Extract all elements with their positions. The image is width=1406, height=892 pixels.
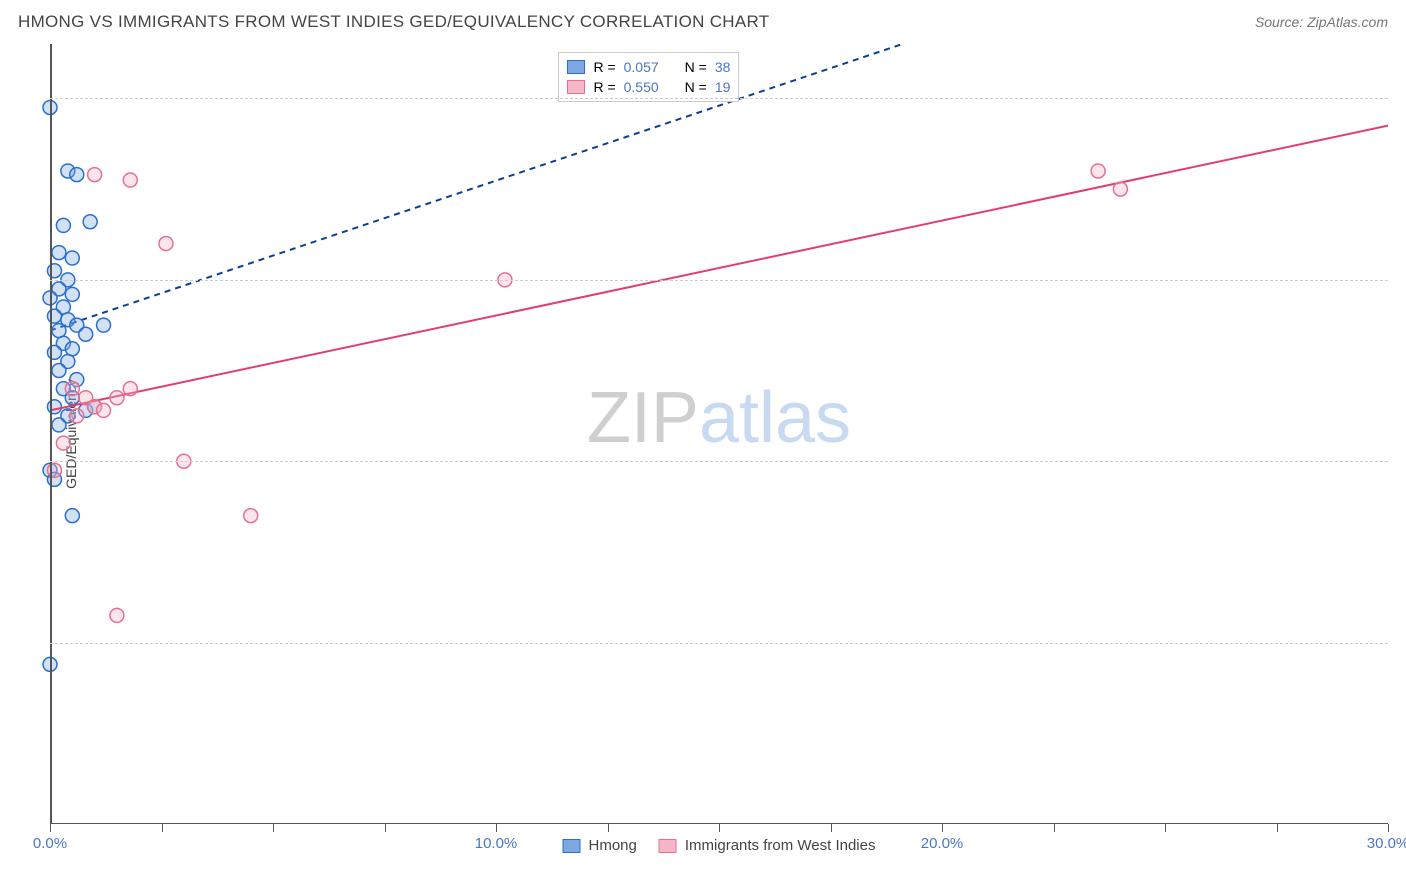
scatter-point (79, 327, 93, 341)
scatter-point (56, 436, 70, 450)
xtick-label: 30.0% (1367, 835, 1406, 852)
scatter-point (65, 509, 79, 523)
scatter-point (123, 382, 137, 396)
chart-svg (50, 44, 1388, 824)
scatter-point (52, 324, 66, 338)
legend-n-label-1: N = (685, 79, 707, 95)
scatter-point (110, 391, 124, 405)
legend-r-value-1: 0.550 (624, 79, 659, 95)
scatter-point (244, 509, 258, 523)
xtick-label: 20.0% (921, 835, 964, 852)
legend-r-label-0: R = (593, 59, 615, 75)
legend-swatch-1 (567, 80, 585, 94)
trend-line (50, 0, 1388, 331)
legend-top-row-1: R = 0.550 N = 19 (567, 77, 730, 97)
scatter-point (52, 246, 66, 260)
legend-n-value-0: 38 (715, 59, 731, 75)
legend-bottom-label-1: Immigrants from West Indies (685, 837, 876, 854)
plot-area: GED/Equivalency ZIPatlas R = 0.057 N = 3… (50, 44, 1388, 824)
scatter-point (83, 215, 97, 229)
chart-title: HMONG VS IMMIGRANTS FROM WEST INDIES GED… (18, 12, 769, 32)
scatter-point (97, 403, 111, 417)
legend-n-label-0: N = (685, 59, 707, 75)
legend-top-row-0: R = 0.057 N = 38 (567, 57, 730, 77)
scatter-point (65, 251, 79, 265)
scatter-point (56, 218, 70, 232)
scatter-point (65, 342, 79, 356)
scatter-point (52, 364, 66, 378)
trend-line (50, 126, 1388, 411)
scatter-point (88, 168, 102, 182)
scatter-point (70, 409, 84, 423)
ytick-label: 80.0% (1398, 453, 1406, 470)
scatter-point (65, 287, 79, 301)
legend-bottom-swatch-1 (659, 839, 677, 853)
xtick-label: 10.0% (475, 835, 518, 852)
scatter-point (1113, 182, 1127, 196)
chart-source: Source: ZipAtlas.com (1255, 14, 1388, 30)
scatter-point (70, 168, 84, 182)
ytick-label: 100.0% (1398, 90, 1406, 107)
ytick-label: 90.0% (1398, 271, 1406, 288)
legend-bottom-item-1: Immigrants from West Indies (659, 837, 876, 854)
legend-top: R = 0.057 N = 38 R = 0.550 N = 19 (558, 52, 739, 102)
scatter-point (110, 608, 124, 622)
scatter-point (65, 382, 79, 396)
scatter-point (159, 237, 173, 251)
scatter-point (97, 318, 111, 332)
legend-bottom-label-0: Hmong (589, 837, 637, 854)
ytick-label: 70.0% (1398, 634, 1406, 651)
scatter-point (123, 173, 137, 187)
legend-r-value-0: 0.057 (624, 59, 659, 75)
chart-header: HMONG VS IMMIGRANTS FROM WEST INDIES GED… (0, 0, 1406, 44)
xtick-label: 0.0% (33, 835, 67, 852)
legend-bottom: Hmong Immigrants from West Indies (563, 837, 876, 854)
scatter-point (1091, 164, 1105, 178)
legend-swatch-0 (567, 60, 585, 74)
legend-n-value-1: 19 (715, 79, 731, 95)
scatter-point (52, 418, 66, 432)
legend-bottom-item-0: Hmong (563, 837, 637, 854)
legend-r-label-1: R = (593, 79, 615, 95)
legend-bottom-swatch-0 (563, 839, 581, 853)
